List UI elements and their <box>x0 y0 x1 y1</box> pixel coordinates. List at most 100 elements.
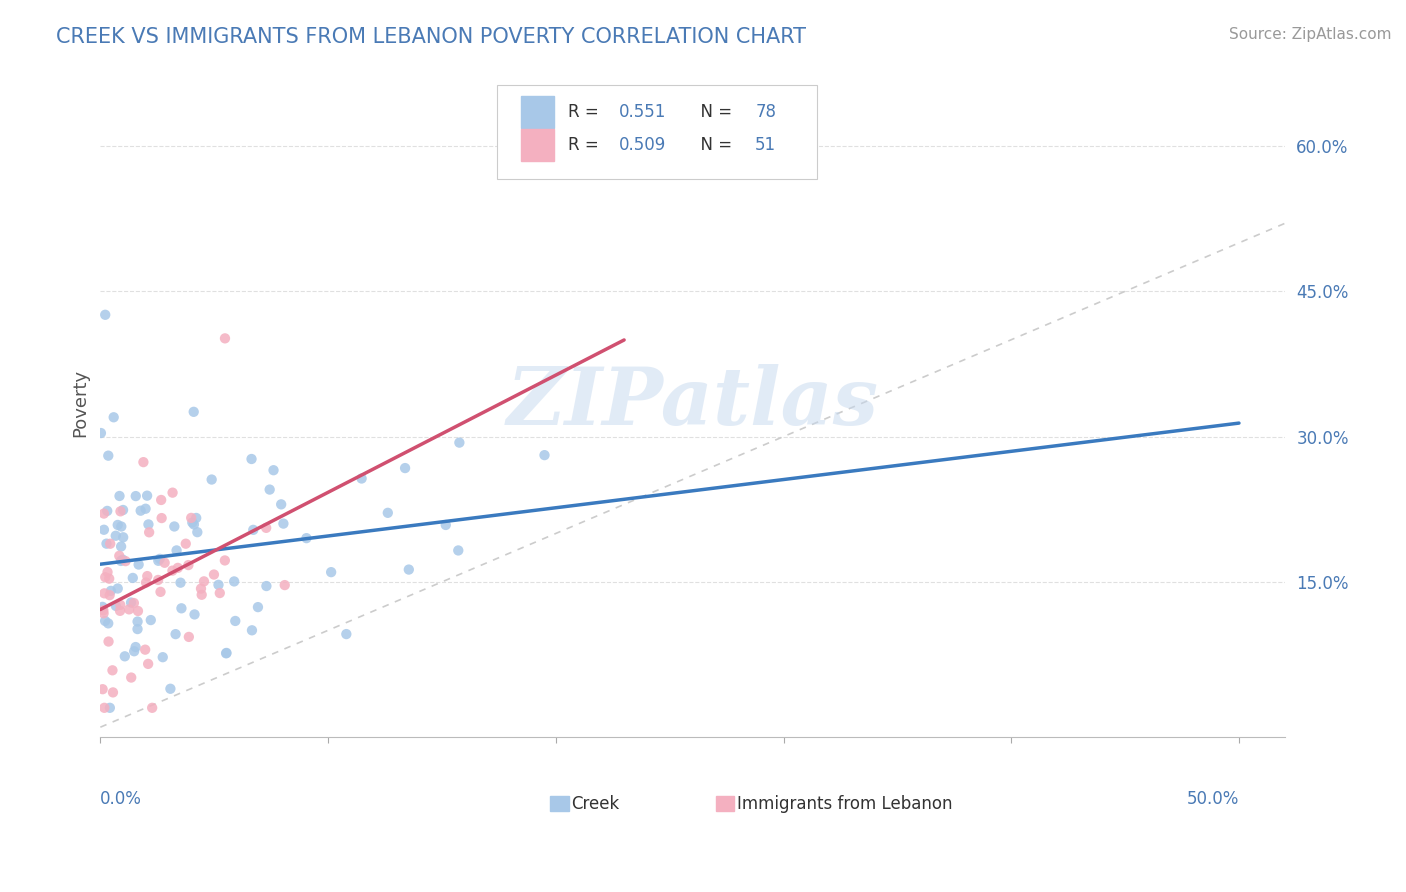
Point <box>434 518 457 533</box>
Point <box>207 578 229 592</box>
Point <box>165 627 187 641</box>
Point <box>122 596 145 610</box>
Point <box>148 554 170 568</box>
Point <box>127 622 149 636</box>
Point <box>449 435 471 450</box>
Point <box>120 671 142 685</box>
Bar <box>520 96 554 128</box>
Point <box>97 616 120 631</box>
Point <box>114 649 136 664</box>
Point <box>138 525 160 540</box>
Point <box>190 582 212 596</box>
Text: CREEK VS IMMIGRANTS FROM LEBANON POVERTY CORRELATION CHART: CREEK VS IMMIGRANTS FROM LEBANON POVERTY… <box>56 27 806 46</box>
Point <box>104 599 127 613</box>
Point <box>139 613 162 627</box>
Point <box>224 614 246 628</box>
Y-axis label: Poverty: Poverty <box>72 368 89 437</box>
Point <box>91 682 114 697</box>
Point <box>149 552 172 566</box>
Point <box>107 582 129 596</box>
Point <box>398 563 420 577</box>
Point <box>295 531 318 545</box>
Point <box>108 604 131 618</box>
Point <box>93 586 115 600</box>
Point <box>166 561 188 575</box>
Point <box>97 449 120 463</box>
Point <box>112 530 135 544</box>
Point <box>208 586 231 600</box>
Point <box>215 646 238 660</box>
Point <box>96 504 118 518</box>
Point <box>98 537 121 551</box>
Point <box>259 483 281 497</box>
Point <box>94 308 117 322</box>
Point <box>177 630 200 644</box>
Point <box>186 525 208 540</box>
Point <box>93 523 115 537</box>
Point <box>166 543 188 558</box>
Text: 50.0%: 50.0% <box>1187 790 1239 808</box>
Point <box>190 588 212 602</box>
Text: ZIPatlas: ZIPatlas <box>506 364 879 442</box>
Point <box>98 588 121 602</box>
Point <box>108 549 131 563</box>
Point <box>110 540 132 554</box>
Point <box>377 506 399 520</box>
Point <box>215 646 238 660</box>
Point <box>93 701 115 715</box>
Point <box>350 471 373 485</box>
Point <box>159 681 181 696</box>
Point <box>134 642 156 657</box>
Point <box>91 599 114 614</box>
Point <box>177 558 200 573</box>
Point <box>127 615 149 629</box>
Point <box>93 603 115 617</box>
Point <box>98 701 121 715</box>
Bar <box>550 797 568 811</box>
Point <box>183 517 205 532</box>
Point <box>96 565 118 579</box>
Point <box>274 578 297 592</box>
Point <box>138 517 160 532</box>
Point <box>128 558 150 572</box>
Point <box>394 461 416 475</box>
Point <box>101 685 124 699</box>
Text: 78: 78 <box>755 103 776 121</box>
Point <box>224 574 246 589</box>
Point <box>94 614 117 628</box>
Text: R =: R = <box>568 103 605 121</box>
Point <box>533 448 555 462</box>
Point <box>170 601 193 615</box>
Point <box>112 503 135 517</box>
Point <box>93 507 115 521</box>
Point <box>146 573 169 587</box>
Point <box>110 519 132 533</box>
Point <box>335 627 357 641</box>
Point <box>180 511 202 525</box>
Point <box>201 473 224 487</box>
Point <box>183 607 205 622</box>
Point <box>153 556 176 570</box>
Point <box>136 569 159 583</box>
Point <box>136 657 159 671</box>
Point <box>132 455 155 469</box>
Point <box>110 504 132 518</box>
Point <box>186 511 208 525</box>
Point <box>107 518 129 533</box>
Point <box>96 536 118 550</box>
Text: N =: N = <box>690 103 737 121</box>
FancyBboxPatch shape <box>498 86 817 178</box>
Point <box>141 701 163 715</box>
Point <box>135 501 157 516</box>
Point <box>97 634 120 648</box>
Point <box>162 485 184 500</box>
Point <box>214 553 236 567</box>
Point <box>149 585 172 599</box>
Point <box>150 493 173 508</box>
Point <box>118 602 141 616</box>
Text: Creek: Creek <box>571 795 620 813</box>
Point <box>447 543 470 558</box>
Point <box>94 570 117 584</box>
Point <box>122 644 145 658</box>
Text: Immigrants from Lebanon: Immigrants from Lebanon <box>737 795 952 813</box>
